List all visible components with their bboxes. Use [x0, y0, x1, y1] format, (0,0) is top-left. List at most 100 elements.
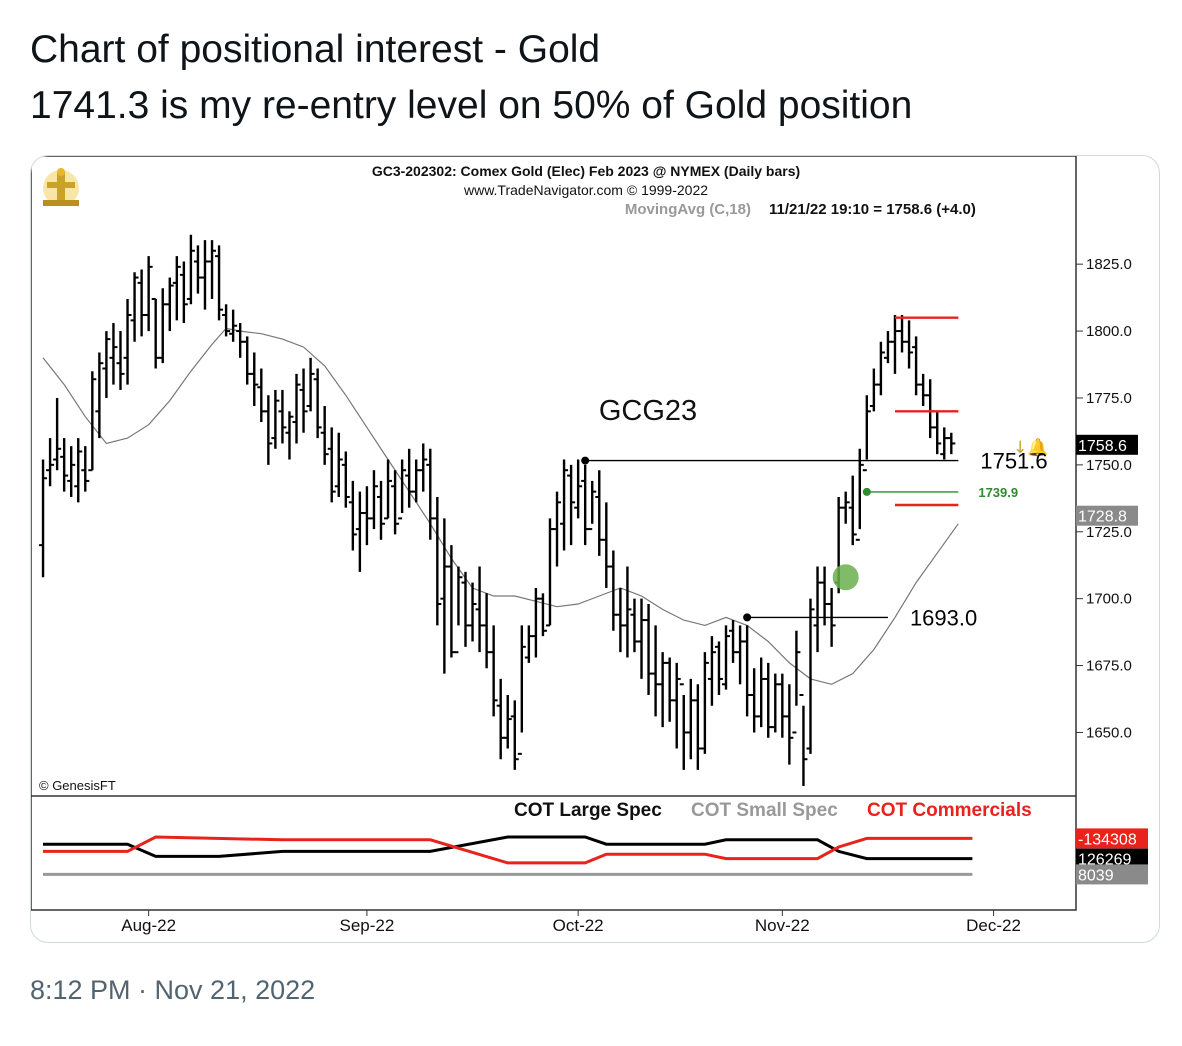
price-bar	[95, 352, 104, 439]
price-bar	[750, 668, 759, 733]
price-bar	[926, 379, 935, 439]
price-bar	[503, 694, 512, 749]
price-bar	[919, 373, 928, 406]
price-bar	[229, 309, 238, 342]
price-bar	[538, 593, 547, 637]
level-label: 1751.6	[980, 449, 1047, 474]
price-bar	[707, 636, 716, 706]
price-bar	[243, 336, 252, 385]
price-bar	[602, 502, 611, 588]
ma-price-tag-bg	[1076, 505, 1138, 526]
ma-price-tag: 1728.8	[1078, 509, 1127, 526]
price-bar	[869, 368, 878, 412]
price-bar	[912, 336, 921, 396]
price-bar	[208, 240, 217, 299]
price-bar	[88, 371, 97, 472]
price-bar	[348, 480, 357, 551]
price-bar	[806, 598, 815, 754]
x-tick-label: Nov-22	[755, 916, 810, 935]
price-bar	[341, 451, 350, 508]
price-bar	[405, 448, 414, 508]
cot-tag: 8039	[1078, 867, 1114, 884]
price-bar	[841, 491, 850, 524]
price-bar	[524, 625, 533, 663]
price-bar	[362, 486, 371, 546]
price-bar	[109, 323, 118, 385]
price-bar	[299, 368, 308, 433]
price-bar	[292, 373, 301, 444]
price-bar	[179, 261, 188, 324]
price-bar	[778, 673, 787, 738]
indicator-value: 11/21/22 19:10 = 1758.6 (+4.0)	[769, 201, 976, 218]
price-bar	[137, 269, 146, 337]
price-bar	[651, 625, 660, 717]
plot-frame	[31, 156, 1077, 911]
price-bar	[236, 323, 245, 358]
price-bar	[531, 587, 540, 658]
price-bar	[567, 464, 576, 546]
price-bar	[433, 496, 442, 626]
price-bar	[271, 389, 280, 449]
price-bar	[426, 448, 435, 540]
price-bar	[623, 566, 632, 658]
price-bar	[736, 625, 745, 685]
level-label: 1739.9	[978, 485, 1018, 500]
price-bar	[693, 684, 702, 770]
chart-image-card[interactable]: GC3-202302: Comex Gold (Elec) Feb 2023 @…	[30, 155, 1160, 943]
tweet-text: Chart of positional interest - Gold 1741…	[30, 22, 1150, 134]
price-bar	[862, 395, 871, 472]
level-label: 1693.0	[910, 605, 977, 630]
price-bar	[123, 298, 132, 385]
level-dot	[862, 487, 871, 496]
price-bar	[377, 480, 385, 540]
price-bar	[510, 700, 519, 770]
y-tick-label: 1650.0	[1086, 724, 1132, 741]
price-bar	[764, 662, 773, 738]
cot-commercials-line	[43, 835, 973, 865]
x-tick-label: Dec-22	[966, 916, 1021, 935]
price-bar	[475, 566, 484, 653]
cot-large-spec-line	[43, 835, 973, 861]
y-tick-label: 1800.0	[1086, 323, 1132, 340]
price-bar	[714, 641, 723, 695]
price-bar	[792, 630, 801, 734]
price-bar	[813, 566, 822, 653]
chart-source: www.TradeNavigator.com © 1999-2022	[463, 182, 708, 198]
price-bar	[313, 368, 322, 439]
watermark: © GenesisFT	[39, 778, 116, 793]
price-bar	[574, 459, 583, 519]
price-bar	[327, 427, 336, 503]
price-bar	[257, 368, 266, 423]
price-bar	[391, 470, 400, 535]
price-bar	[757, 657, 766, 728]
price-bar	[517, 625, 526, 755]
indicator-label: MovingAvg (C,18)	[625, 201, 751, 218]
price-bar	[616, 587, 625, 653]
tweet-timestamp[interactable]: 8:12 PM · Nov 21, 2022	[30, 975, 316, 1005]
price-bar	[454, 566, 463, 654]
cot-legend-small-spec: COT Small Spec	[691, 800, 838, 821]
price-bar	[186, 234, 195, 305]
price-bar	[39, 459, 48, 578]
price-bar	[898, 315, 907, 353]
price-bar	[905, 320, 914, 369]
price-bar	[200, 240, 209, 310]
symbol-label: GCG23	[599, 395, 697, 427]
trade-navigator-logo-icon	[43, 168, 79, 206]
price-bar	[644, 604, 653, 695]
price-bar	[553, 491, 562, 567]
price-bar	[799, 693, 808, 786]
price-bar	[369, 470, 378, 530]
price-bar	[53, 397, 62, 471]
level-dot	[743, 613, 752, 622]
price-bar	[419, 443, 428, 492]
price-bar	[700, 652, 709, 754]
y-tick-label: 1825.0	[1086, 256, 1132, 273]
price-bar	[222, 304, 231, 337]
price-bar	[771, 673, 780, 733]
price-bar	[130, 272, 139, 342]
price-bar	[278, 389, 287, 444]
alert-icons[interactable]: ↓🔔	[1013, 438, 1048, 458]
x-tick-label: Oct-22	[553, 916, 604, 935]
price-bar	[151, 297, 160, 369]
